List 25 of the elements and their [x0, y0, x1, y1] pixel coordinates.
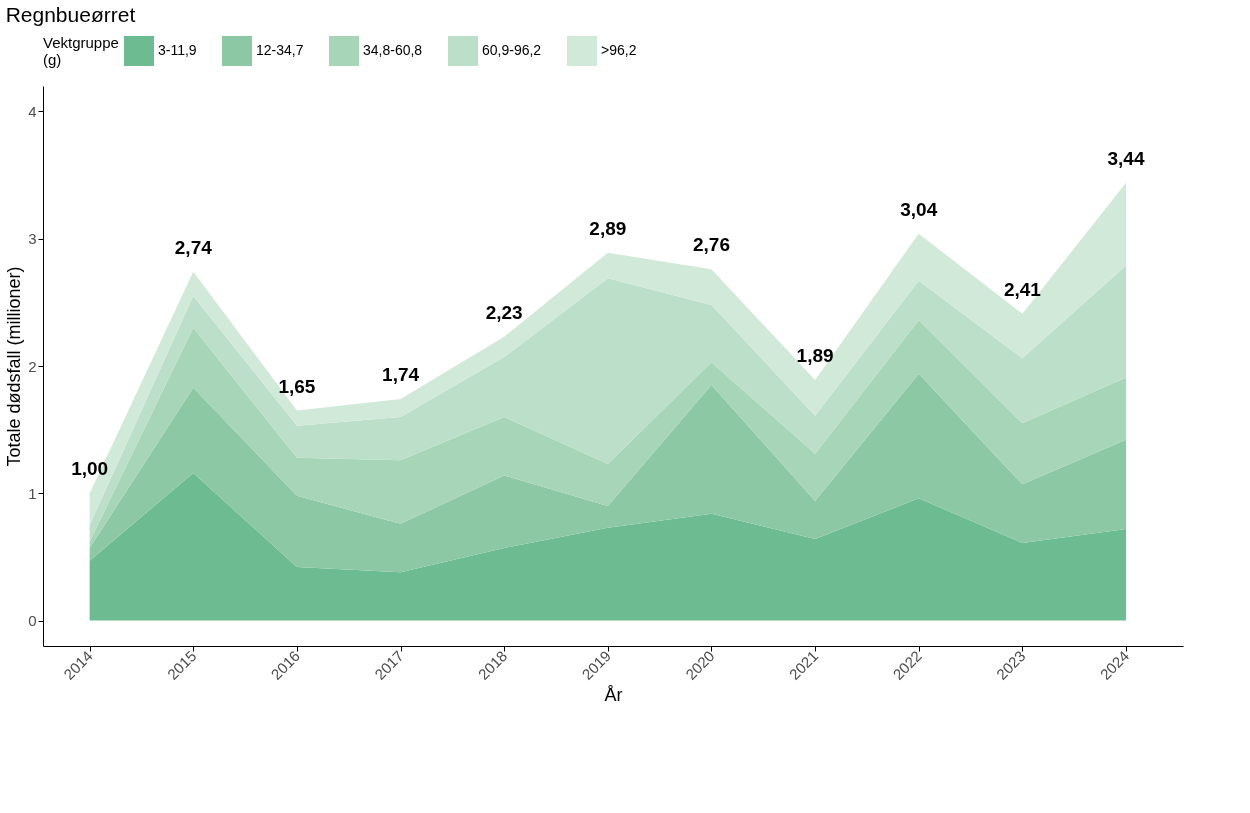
total-label: 1,00: [71, 458, 109, 480]
total-label: 3,04: [900, 198, 938, 220]
x-axis-title: År: [604, 684, 623, 705]
total-label: 2,89: [589, 217, 627, 239]
legend-title: Vektgruppe (g): [43, 34, 119, 68]
y-tick-label: 0: [28, 612, 37, 630]
total-label: 2,23: [485, 301, 523, 323]
total-label: 2,76: [692, 234, 730, 256]
legend-label: 12-34,7: [256, 42, 304, 58]
y-tick-label: 2: [28, 357, 37, 375]
legend-label: 3-11,9: [158, 42, 197, 58]
total-label: 1,89: [796, 345, 834, 366]
legend-label: >96,2: [601, 42, 637, 58]
chart-title: Regnbueørret: [5, 3, 136, 26]
y-tick-label: 3: [28, 230, 37, 248]
legend-label: 34,8-60,8: [363, 42, 423, 58]
total-label: 1,74: [382, 364, 420, 386]
legend-label: 60,9-96,2: [482, 42, 542, 58]
y-tick-label: 1: [28, 484, 37, 502]
total-label: 3,44: [1107, 147, 1145, 169]
total-label: 1,65: [278, 375, 316, 397]
y-tick-label: 4: [28, 102, 37, 120]
y-axis-title: Totale dødsfall (millioner): [4, 266, 25, 467]
total-label: 2,41: [1003, 278, 1042, 300]
total-label: 2,74: [174, 236, 213, 258]
